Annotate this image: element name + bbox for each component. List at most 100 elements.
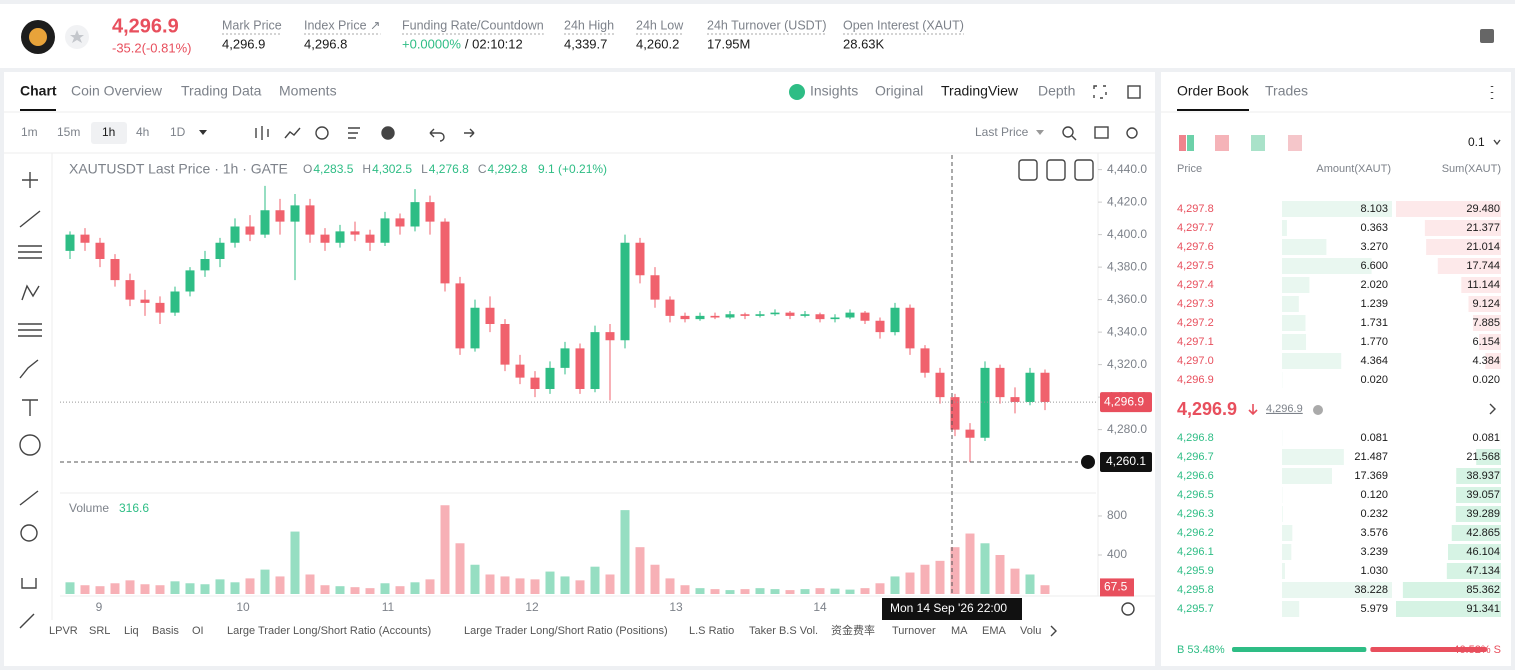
candle-body <box>605 332 615 341</box>
indicator[interactable]: OI <box>192 625 204 637</box>
buy-ratio: B 53.48% <box>1177 644 1225 656</box>
ob-price[interactable]: 4,296.1 <box>1177 546 1214 558</box>
candle-body <box>260 210 270 235</box>
last-price: 4,296.9 <box>112 15 179 37</box>
layout-icon[interactable] <box>1179 135 1186 151</box>
indicator[interactable]: LPVR <box>49 625 78 637</box>
indicator[interactable]: Large Trader Long/Short Ratio (Accounts) <box>227 625 431 637</box>
ob-price[interactable]: 4,297.3 <box>1177 298 1214 310</box>
indicator[interactable]: Taker B.S Vol. <box>749 625 818 637</box>
volume-bar <box>755 588 765 594</box>
ob-price[interactable]: 4,297.5 <box>1177 260 1214 272</box>
chart-toolbar-icons[interactable] <box>18 85 1501 637</box>
header-icon[interactable] <box>1480 29 1494 43</box>
tab[interactable]: Trades <box>1265 83 1308 99</box>
ob-price[interactable]: 4,296.2 <box>1177 527 1214 539</box>
indicator[interactable]: 资金费率 <box>831 623 875 637</box>
ob-price[interactable]: 4,295.9 <box>1177 565 1214 577</box>
indicator[interactable]: Basis <box>152 625 179 637</box>
view-tab[interactable]: TradingView <box>941 83 1019 99</box>
ob-price[interactable]: 4,297.6 <box>1177 241 1214 253</box>
ob-price[interactable]: 4,296.5 <box>1177 489 1214 501</box>
stat-value: 4,296.9 <box>222 36 265 51</box>
volume-bar <box>485 574 495 594</box>
ob-price[interactable]: 4,297.2 <box>1177 317 1214 329</box>
volume-bar <box>290 531 300 594</box>
y-tick-label: 4,440.0 <box>1107 162 1147 176</box>
volume-bar <box>500 576 510 594</box>
indicator[interactable]: Liq <box>124 625 139 637</box>
sum-bar <box>1426 239 1501 255</box>
col-header: Price <box>1177 163 1202 175</box>
volume-bar <box>875 583 885 594</box>
stat-label: 24h Turnover (USDT) <box>707 18 826 32</box>
crosshair-add[interactable] <box>1081 454 1095 469</box>
sum-bar <box>1461 277 1501 293</box>
ob-price[interactable]: 4,297.4 <box>1177 279 1214 291</box>
amount-bar <box>1282 220 1287 236</box>
candle-body <box>185 270 195 292</box>
candle-body <box>950 397 960 430</box>
ob-price[interactable]: 4,296.3 <box>1177 508 1214 520</box>
candle-body <box>365 234 375 243</box>
candle-body <box>80 234 90 243</box>
y-tick-label: 4,340.0 <box>1107 324 1147 338</box>
volume-bar <box>545 571 555 594</box>
volume-bar <box>680 585 690 594</box>
ob-price[interactable]: 4,297.0 <box>1177 355 1214 367</box>
candle-body <box>980 367 990 438</box>
amount-bar <box>1282 544 1292 560</box>
indicator[interactable]: L.S Ratio <box>689 625 734 637</box>
volume-bar <box>95 586 105 594</box>
ob-price[interactable]: 4,296.8 <box>1177 432 1214 444</box>
candle-body <box>770 312 780 315</box>
precision[interactable]: 0.1 <box>1468 135 1485 149</box>
indicator[interactable]: MA <box>951 625 968 637</box>
ob-price[interactable]: 4,296.7 <box>1177 451 1214 463</box>
tab[interactable]: Order Book <box>1177 83 1250 99</box>
tab[interactable]: Coin Overview <box>71 83 163 99</box>
indicator[interactable]: Turnover <box>892 625 936 637</box>
view-tab[interactable]: Insights <box>810 83 858 99</box>
ob-price[interactable]: 4,297.1 <box>1177 336 1214 348</box>
ob-price[interactable]: 4,297.7 <box>1177 222 1214 234</box>
ob-price[interactable]: 4,297.8 <box>1177 203 1214 215</box>
tab[interactable]: Chart <box>20 83 57 99</box>
candle-body <box>920 348 930 373</box>
interval[interactable]: 1m <box>21 125 38 139</box>
ob-price[interactable]: 4,296.9 <box>1177 374 1214 386</box>
view-tab[interactable]: Original <box>875 83 923 99</box>
indicator[interactable]: SRL <box>89 625 110 637</box>
indicator[interactable]: EMA <box>982 625 1007 637</box>
layout-icon[interactable] <box>1251 135 1265 151</box>
ob-price[interactable]: 4,295.7 <box>1177 603 1214 615</box>
x-tick-label: 11 <box>382 600 395 614</box>
layout-icon[interactable] <box>1187 135 1194 151</box>
ob-price[interactable]: 4,296.6 <box>1177 470 1214 482</box>
view-tab[interactable]: Depth <box>1038 83 1075 99</box>
ob-price[interactable]: 4,295.8 <box>1177 584 1214 596</box>
ob-amount: 0.120 <box>1360 489 1388 501</box>
ob-amount: 6.600 <box>1360 260 1388 272</box>
indicator[interactable]: Volu <box>1020 625 1041 637</box>
volume-bar <box>410 582 420 594</box>
tab[interactable]: Moments <box>279 83 337 99</box>
candle-body <box>170 291 180 313</box>
interval[interactable]: 1h <box>102 125 115 139</box>
ob-amount: 17.369 <box>1354 470 1388 482</box>
stat-value: 4,260.2 <box>636 36 679 51</box>
price-source[interactable]: Last Price <box>975 125 1029 139</box>
interval[interactable]: 4h <box>136 125 149 139</box>
interval[interactable]: 15m <box>57 125 80 139</box>
volume-bar <box>770 589 780 594</box>
indicator[interactable]: Large Trader Long/Short Ratio (Positions… <box>464 625 668 637</box>
candle-body <box>470 307 480 349</box>
volume-bar <box>1025 574 1035 594</box>
layout-icon[interactable] <box>1215 135 1229 151</box>
layout-icon[interactable] <box>1288 135 1302 151</box>
interval[interactable]: 1D <box>170 125 186 139</box>
tab[interactable]: Trading Data <box>181 83 262 99</box>
volume-bar <box>365 588 375 594</box>
amount-bar <box>1282 353 1342 369</box>
